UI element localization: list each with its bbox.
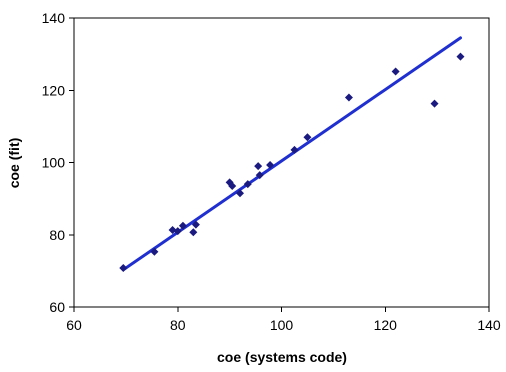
data-point	[303, 133, 312, 142]
data-point	[255, 171, 264, 180]
data-point	[391, 67, 400, 76]
data-point	[189, 228, 198, 237]
data-point	[266, 161, 275, 170]
x-tick-label: 120	[374, 317, 398, 333]
y-axis-title: coe (fit)	[6, 138, 22, 189]
trendline	[121, 36, 462, 272]
y-tick-label: 140	[42, 10, 66, 26]
data-point	[243, 180, 252, 189]
y-tick-label: 100	[42, 155, 66, 171]
data-point	[191, 220, 200, 229]
axes	[69, 17, 490, 312]
data-point	[430, 99, 439, 108]
data-point	[168, 226, 177, 235]
data-point	[178, 221, 187, 230]
y-tick-label: 80	[49, 227, 65, 243]
data-point	[228, 181, 237, 190]
y-tick-label: 60	[49, 299, 65, 315]
data-point	[150, 247, 159, 256]
x-tick-label: 100	[270, 317, 294, 333]
x-tick-label: 60	[66, 317, 82, 333]
data-point	[119, 263, 128, 272]
data-point	[236, 189, 244, 198]
tick-labels: 60 80 100 120 140 60 80 100 120 140	[42, 10, 501, 333]
trendline-layer	[121, 36, 462, 272]
data-point	[254, 162, 263, 171]
x-axis-title: coe (systems code)	[217, 349, 347, 365]
data-point	[344, 93, 353, 102]
x-tick-label: 80	[170, 317, 186, 333]
y-tick-label: 120	[42, 82, 66, 98]
data-point	[173, 227, 182, 236]
data-points	[119, 52, 465, 272]
x-tick-label: 140	[477, 317, 501, 333]
data-point	[456, 52, 465, 61]
data-point	[290, 145, 299, 154]
